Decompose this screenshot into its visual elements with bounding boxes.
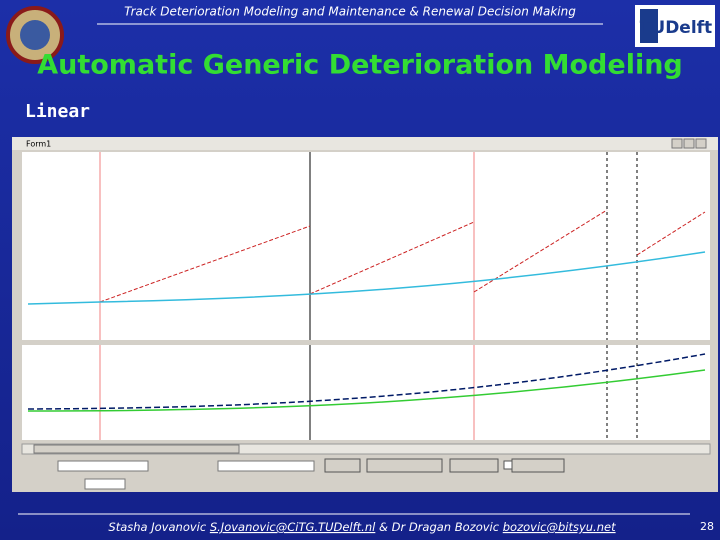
trend-line <box>636 211 706 256</box>
footer-email[interactable]: bozovic@bitsyu.net <box>503 520 616 534</box>
upper-plot-lines <box>27 152 706 340</box>
lower-plot-lines <box>27 345 706 440</box>
tudelft-logo-mark <box>640 9 658 43</box>
control-box[interactable] <box>511 458 565 473</box>
upper-plot <box>22 152 710 340</box>
close-button[interactable] <box>695 138 707 149</box>
scrollbar-thumb[interactable] <box>33 444 240 454</box>
header-text: Track Deterioration Modeling and Mainten… <box>124 5 576 19</box>
trend-line <box>99 225 311 303</box>
model-curve <box>27 251 706 305</box>
tudelft-logo-text: TUDelft <box>640 18 712 38</box>
control-button[interactable] <box>324 458 361 473</box>
control-button[interactable] <box>449 458 499 473</box>
variable-dropdown[interactable] <box>217 460 315 472</box>
mean-curve <box>27 369 706 412</box>
segment-selector[interactable] <box>57 460 149 472</box>
upper-bound-curve <box>27 353 706 410</box>
footer-author: Stasha Jovanovic <box>108 520 206 534</box>
footer-author: & Dr Dragan Bozovic <box>379 520 500 534</box>
university-logo-center <box>20 20 50 50</box>
window-titlebar <box>12 137 718 150</box>
maximize-button[interactable] <box>683 138 695 149</box>
footer-text: Stasha Jovanovic S.Jovanovic@CiTG.TUDelf… <box>108 520 616 534</box>
control-button[interactable] <box>366 458 443 473</box>
slide-title: Automatic Generic Deterioration Modeling <box>37 50 683 81</box>
minimize-button[interactable] <box>671 138 683 149</box>
segment-length-input[interactable] <box>84 478 126 490</box>
footer-email[interactable]: S.Jovanovic@CiTG.TUDelft.nl <box>210 520 376 534</box>
slide-subtitle: Linear <box>25 101 90 122</box>
checkbox[interactable] <box>503 460 513 470</box>
lower-plot <box>22 345 710 440</box>
scrollbar[interactable] <box>21 443 711 455</box>
window-title: Form1 <box>26 140 51 149</box>
page-number: 28 <box>700 520 714 533</box>
